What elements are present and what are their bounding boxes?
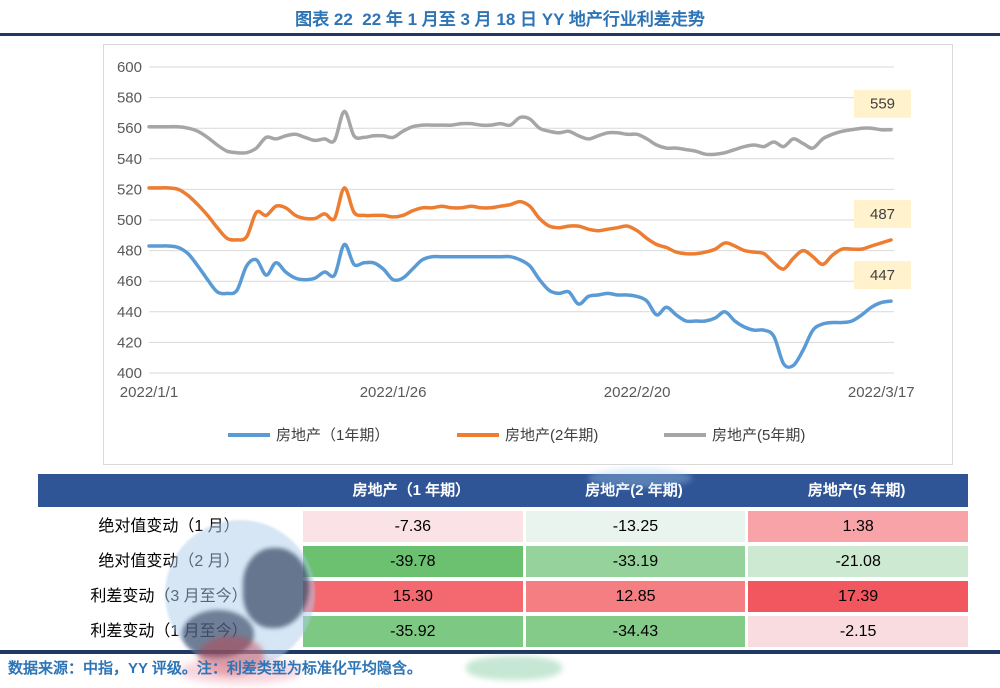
value-cell: -2.15: [748, 616, 968, 647]
x-axis-label: 2022/1/1: [120, 384, 178, 401]
table-row: 绝对值变动（1 月） -7.36 -13.25 1.38: [38, 511, 968, 542]
y-axis-label: 480: [117, 243, 142, 260]
line-series-2: [147, 109, 893, 157]
legend-label: 房地产（1年期）: [276, 427, 389, 444]
value-cell: -13.25: [525, 511, 746, 542]
chart-card: 600 580 560 540 520 500 480 460 440 420 400 2022/1/…: [103, 44, 953, 465]
table-row: 利差变动（3 月至今） 15.30 12.85 17.39: [38, 581, 968, 612]
table-row: 绝对值变动（2 月） -39.78 -33.19 -21.08: [38, 546, 968, 577]
row-label: 绝对值变动（2 月）: [38, 546, 300, 577]
page-title: 图表 22 22 年 1 月至 3 月 18 日 YY 地产行业利差走势: [295, 10, 705, 29]
y-axis-label: 540: [117, 151, 142, 168]
table-body: 绝对值变动（1 月） -7.36 -13.25 1.38 绝对值变动（2 月） -39.7…: [38, 511, 968, 647]
y-axis-label: 440: [117, 304, 142, 321]
row-label: 绝对值变动（1 月）: [38, 511, 300, 542]
y-axis-label: 500: [117, 212, 142, 229]
top-divider: [0, 33, 1000, 36]
y-axis-label: 460: [117, 273, 142, 290]
value-cell: 1.38: [748, 511, 968, 542]
table-row: 利差变动（1 月至今） -35.92 -34.43 -2.15: [38, 616, 968, 647]
data-label-box: [854, 261, 911, 290]
row-label: 利差变动（1 月至今）: [38, 616, 300, 647]
value-cell: -33.19: [525, 546, 746, 577]
data-label-box: [854, 89, 911, 118]
x-axis-label: 2022/1/26: [360, 384, 427, 401]
header-cell-empty: [38, 474, 300, 507]
header-cell: 房地产(2 年期): [585, 482, 683, 499]
data-label-box: [854, 199, 911, 228]
value-cell: 17.39: [748, 581, 968, 612]
header-cell: 房地产(5 年期): [807, 482, 906, 499]
x-axis-label: 2022/2/20: [604, 384, 671, 401]
spread-line-chart: 600 580 560 540 520 500 480 460 440 420 400 2022/1/…: [117, 59, 915, 444]
line-series-0: [147, 242, 893, 370]
y-axis-label: 600: [117, 59, 142, 76]
y-axis-label: 400: [117, 365, 142, 382]
value-cell: 12.85: [525, 581, 746, 612]
comparison-table: 房地产（1 年期） 房地产(2 年期) 房地产(5 年期) 绝对值变动（1 月） -7…: [38, 474, 968, 647]
x-axis-label: 2022/3/17: [848, 384, 915, 401]
y-axis-label: 560: [117, 120, 142, 137]
value-cell: -34.43: [525, 616, 746, 647]
row-label: 利差变动（3 月至今）: [38, 581, 300, 612]
y-axis-label: 520: [117, 181, 142, 198]
line-series-1: [147, 186, 893, 271]
legend-label: 房地产(2年期): [505, 427, 598, 444]
source-note: 数据来源：中指，YY 评级。注：利差类型为标准化平均隐含。: [8, 660, 422, 677]
data-label: 447: [870, 267, 895, 284]
value-cell: -7.36: [303, 511, 523, 542]
value-cell: -21.08: [748, 546, 968, 577]
y-axis-label: 580: [117, 90, 142, 107]
data-label: 487: [870, 206, 895, 223]
bottom-divider: [0, 650, 1000, 654]
legend-label: 房地产(5年期): [712, 427, 805, 444]
y-axis-label: 420: [117, 334, 142, 351]
value-cell: -39.78: [303, 546, 523, 577]
data-label: 559: [870, 96, 895, 113]
table-header-row: 房地产（1 年期） 房地产(2 年期) 房地产(5 年期): [38, 474, 968, 507]
header-cell: 房地产（1 年期）: [352, 482, 471, 499]
watermark-logo-green-shape: [466, 656, 562, 680]
value-cell: -35.92: [303, 616, 523, 647]
value-cell: 15.30: [303, 581, 523, 612]
